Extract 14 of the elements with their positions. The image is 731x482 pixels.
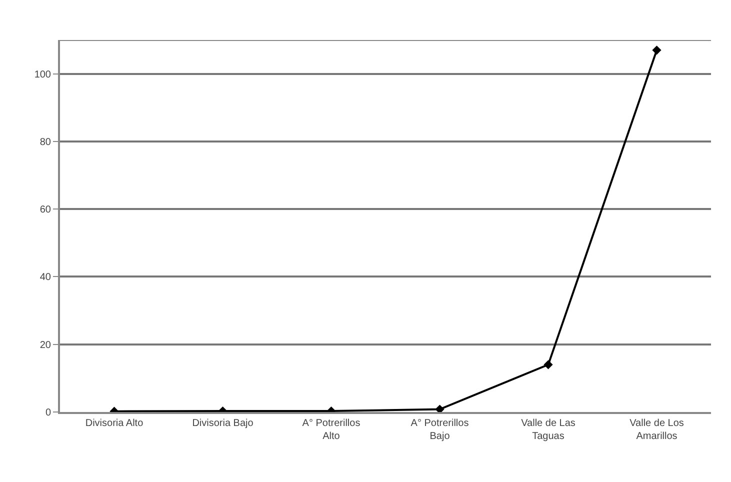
y-tick-label: 20 xyxy=(40,340,52,351)
x-tick-label: Divisoria Alto xyxy=(85,418,144,429)
x-tick-label: Valle de Los Amarillos xyxy=(630,418,684,442)
x-tick-label: Divisoria Bajo xyxy=(192,418,254,429)
point xyxy=(652,46,662,55)
point xyxy=(435,404,444,412)
y-tick-label: 60 xyxy=(40,204,52,216)
y-tick-label: 100 xyxy=(34,69,52,80)
x-tick-label: A° Potrerillos Bajo xyxy=(410,418,469,442)
y-tick-label: 40 xyxy=(40,272,52,284)
y-tick-label: 0 xyxy=(45,408,52,418)
x-tick-label: Valle de Las Taguas xyxy=(521,418,576,442)
y-tick-label: 80 xyxy=(40,136,52,148)
x-tick-label: A° Potrerillos Alto xyxy=(302,418,360,442)
